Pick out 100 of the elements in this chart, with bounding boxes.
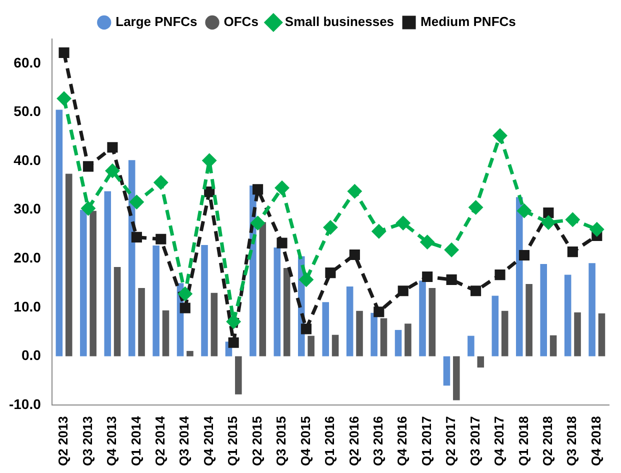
bar	[283, 268, 290, 356]
point	[469, 200, 483, 214]
point	[444, 243, 458, 257]
x-tick-label: Q2 2016	[346, 416, 362, 466]
bar	[259, 222, 266, 356]
x-tick-label: Q4 2017	[492, 416, 507, 466]
bar	[104, 191, 112, 356]
x-tick-label: Q3 2017	[467, 416, 482, 466]
point	[372, 224, 386, 238]
point	[470, 286, 482, 296]
point	[493, 128, 507, 142]
bar	[492, 296, 499, 356]
point	[81, 202, 95, 216]
point	[543, 208, 554, 218]
bar	[453, 356, 460, 400]
bar	[162, 310, 170, 356]
y-tick-label: 50.0	[14, 103, 42, 120]
bar	[201, 245, 208, 356]
bar	[370, 312, 378, 356]
x-tick-label: Q3 2015	[274, 416, 289, 466]
bar	[65, 174, 72, 356]
x-tick-label: Q1 2017	[418, 416, 434, 466]
x-tick-label: Q2 2014	[152, 415, 168, 466]
legend-label: Large PNFCs	[116, 14, 198, 30]
bar	[56, 110, 63, 356]
point	[252, 184, 264, 195]
legend-label: Medium PNFCs	[420, 14, 516, 30]
bar	[428, 288, 436, 356]
point	[154, 176, 168, 190]
point	[567, 246, 578, 258]
point	[542, 216, 556, 230]
bar	[501, 310, 508, 356]
point	[299, 272, 313, 286]
bar	[588, 263, 596, 356]
x-tick-label: Q3 2014	[176, 415, 192, 466]
bar	[152, 245, 160, 356]
x-tick-label: Q4 2014	[200, 415, 216, 466]
point	[202, 154, 216, 168]
x-tick-label: Q3 2013	[80, 416, 95, 466]
bar	[540, 264, 547, 356]
bar	[598, 313, 606, 356]
point	[58, 47, 70, 58]
x-tick-label: Q1 2016	[322, 416, 338, 466]
bar	[404, 324, 412, 356]
bar	[356, 310, 363, 356]
point	[348, 184, 362, 198]
point	[180, 302, 190, 314]
point	[325, 268, 336, 278]
x-tick-label: Q4 2016	[394, 416, 410, 466]
point	[130, 195, 144, 209]
point	[300, 324, 312, 334]
y-tick-label: 20.0	[14, 250, 42, 266]
bar	[332, 334, 339, 356]
bar	[90, 210, 96, 356]
bar	[443, 356, 450, 386]
y-tick-label: 40.0	[14, 152, 42, 168]
point	[590, 222, 604, 236]
x-tick-label: Q4 2018	[588, 416, 604, 466]
bar	[477, 356, 484, 368]
y-tick-label: 30.0	[14, 200, 42, 217]
point	[275, 181, 289, 195]
bar	[564, 274, 572, 356]
point	[324, 220, 338, 234]
bar	[574, 312, 581, 356]
x-tick-label: Q1 2014	[128, 415, 144, 466]
x-tick-label: Q1 2018	[516, 416, 531, 466]
point	[276, 238, 288, 248]
bar	[346, 286, 354, 356]
bar	[186, 350, 194, 356]
point	[518, 250, 530, 261]
point	[398, 286, 408, 296]
bar	[114, 266, 121, 356]
point	[204, 186, 215, 198]
point	[228, 337, 239, 348]
point	[420, 235, 434, 249]
point	[396, 216, 410, 230]
point	[156, 234, 166, 244]
legend-label: OFCs	[224, 14, 258, 30]
point	[494, 270, 506, 280]
bar	[419, 280, 426, 356]
y-tick-label: 10.0	[14, 298, 42, 314]
point	[446, 274, 457, 285]
point	[107, 142, 118, 153]
bar	[380, 318, 388, 356]
y-tick-label: 60.0	[14, 54, 42, 70]
bar	[138, 288, 145, 356]
bar	[274, 247, 281, 356]
bar	[210, 292, 218, 356]
x-tick-label: Q1 2015	[225, 416, 240, 466]
bar	[526, 284, 532, 356]
point	[349, 249, 360, 260]
point	[517, 204, 531, 218]
x-tick-label: Q4 2013	[104, 416, 120, 466]
point	[178, 287, 192, 301]
point	[57, 92, 71, 106]
point	[106, 164, 120, 178]
y-tick-label: 0.0	[21, 347, 42, 364]
bar	[468, 336, 474, 356]
point	[422, 271, 433, 282]
bar	[322, 302, 329, 356]
